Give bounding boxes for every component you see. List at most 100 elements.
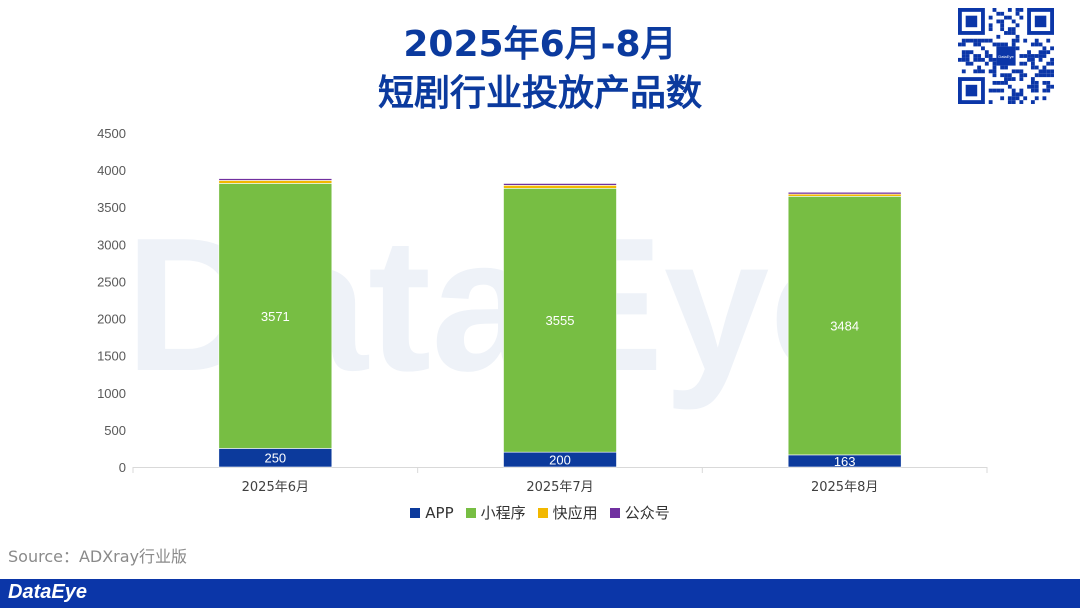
qr-module: [1007, 84, 1012, 89]
chart-title-line2: 短剧行业投放产品数: [377, 73, 702, 114]
qr-module: [965, 50, 970, 55]
qr-module: [981, 69, 985, 74]
chart-title-line1: 2025年6月-8月: [403, 24, 677, 65]
qr-module: [1038, 73, 1043, 78]
chart-legend: APP 小程序 快应用 公众号: [0, 502, 1080, 523]
qr-module: [1011, 27, 1016, 32]
y-tick-label: 4000: [97, 163, 126, 178]
y-tick-label: 2500: [97, 274, 126, 289]
qr-module: [1007, 77, 1012, 81]
qr-module: [992, 80, 997, 85]
qr-module: [1011, 38, 1016, 43]
qr-module: [1004, 42, 1008, 47]
qr-module: [996, 19, 1001, 24]
qr-module: [988, 15, 993, 20]
qr-module: [973, 69, 978, 74]
qr-module: [984, 61, 989, 66]
qr-module: [992, 69, 997, 74]
qr-module: [988, 38, 993, 43]
qr-module: [996, 34, 1001, 39]
qr-module: [1038, 50, 1043, 55]
qr-module: [961, 69, 966, 74]
qr-module: [977, 54, 982, 58]
qr-module: [961, 57, 966, 62]
qr-module: [1030, 80, 1035, 85]
qr-module: [977, 65, 982, 70]
qr-module: [973, 38, 978, 43]
qr-module: [1034, 88, 1039, 93]
qr-module: [1019, 100, 1024, 104]
x-tick-label: 2025年8月: [811, 480, 878, 495]
qr-module: [973, 57, 978, 62]
qr-module: [965, 54, 970, 58]
qr-module: [1030, 88, 1035, 93]
qr-module: [1011, 100, 1016, 104]
qr-module: [969, 50, 974, 55]
qr-module: [988, 23, 993, 28]
qr-module: [1030, 57, 1035, 62]
qr-module: [1019, 92, 1024, 97]
qr-module: [1007, 15, 1012, 20]
qr-module: [1019, 77, 1024, 81]
qr-module: [988, 100, 993, 104]
qr-module: [1034, 65, 1039, 70]
qr-module: [981, 57, 985, 62]
qr-module: [1015, 23, 1020, 28]
qr-module: [1000, 73, 1005, 78]
bar-小程序: [787, 196, 902, 456]
qr-module: [992, 73, 997, 78]
legend-item: APP: [410, 502, 454, 523]
qr-module: [1007, 100, 1012, 104]
qr-module: [1042, 73, 1047, 78]
data-label: 3571: [261, 309, 290, 324]
qr-module: [1015, 69, 1020, 74]
qr-module: [1000, 11, 1005, 16]
qr-module: [1019, 54, 1024, 58]
stacked-bar-chart: DataEye 05001000150020002500300035004000…: [97, 126, 988, 495]
qr-module: [1038, 42, 1043, 47]
legend-item: 公众号: [609, 502, 670, 523]
qr-module: [1007, 8, 1012, 12]
qr-module: [1015, 46, 1020, 51]
bar-快应用: [787, 193, 902, 197]
legend-label: 公众号: [624, 504, 670, 522]
qr-module: [1015, 38, 1020, 43]
legend-swatch: [410, 507, 421, 518]
qr-module: [1034, 42, 1039, 47]
qr-module: [1038, 54, 1043, 58]
qr-module: [1030, 65, 1035, 70]
bar-小程序: [503, 187, 617, 453]
qr-module: [1000, 88, 1005, 93]
y-tick-label: 3500: [97, 200, 126, 215]
qr-module: [981, 38, 985, 43]
qr-module: [1015, 34, 1020, 39]
qr-module: [1027, 84, 1031, 89]
qr-module: [973, 54, 978, 58]
data-label: 200: [549, 453, 571, 468]
qr-module: [1011, 69, 1016, 74]
brand-logo: DataEye: [8, 581, 87, 603]
qr-module: [984, 50, 989, 55]
qr-module: [1015, 8, 1020, 12]
qr-module: [1046, 50, 1051, 55]
qr-module: [1004, 65, 1008, 70]
qr-module: [1034, 84, 1039, 89]
qr-module: [992, 42, 997, 47]
qr-module: [1000, 23, 1005, 28]
qr-module: [1034, 96, 1039, 101]
qr-module: [965, 61, 970, 66]
qr-module: [1007, 96, 1012, 101]
qr-module: [1046, 84, 1051, 89]
qr-module: [1011, 77, 1016, 81]
qr-module: [965, 57, 970, 62]
qr-module: [1011, 88, 1016, 93]
qr-module: [1030, 77, 1035, 81]
bar-小程序: [218, 183, 333, 449]
qr-module: [1030, 61, 1035, 66]
qr-finder-core: [965, 15, 978, 28]
qr-module: [1038, 69, 1043, 74]
qr-module: [1011, 31, 1016, 35]
qr-module: [1030, 54, 1035, 58]
qr-module: [1050, 57, 1054, 62]
qr-module: [1030, 42, 1035, 47]
